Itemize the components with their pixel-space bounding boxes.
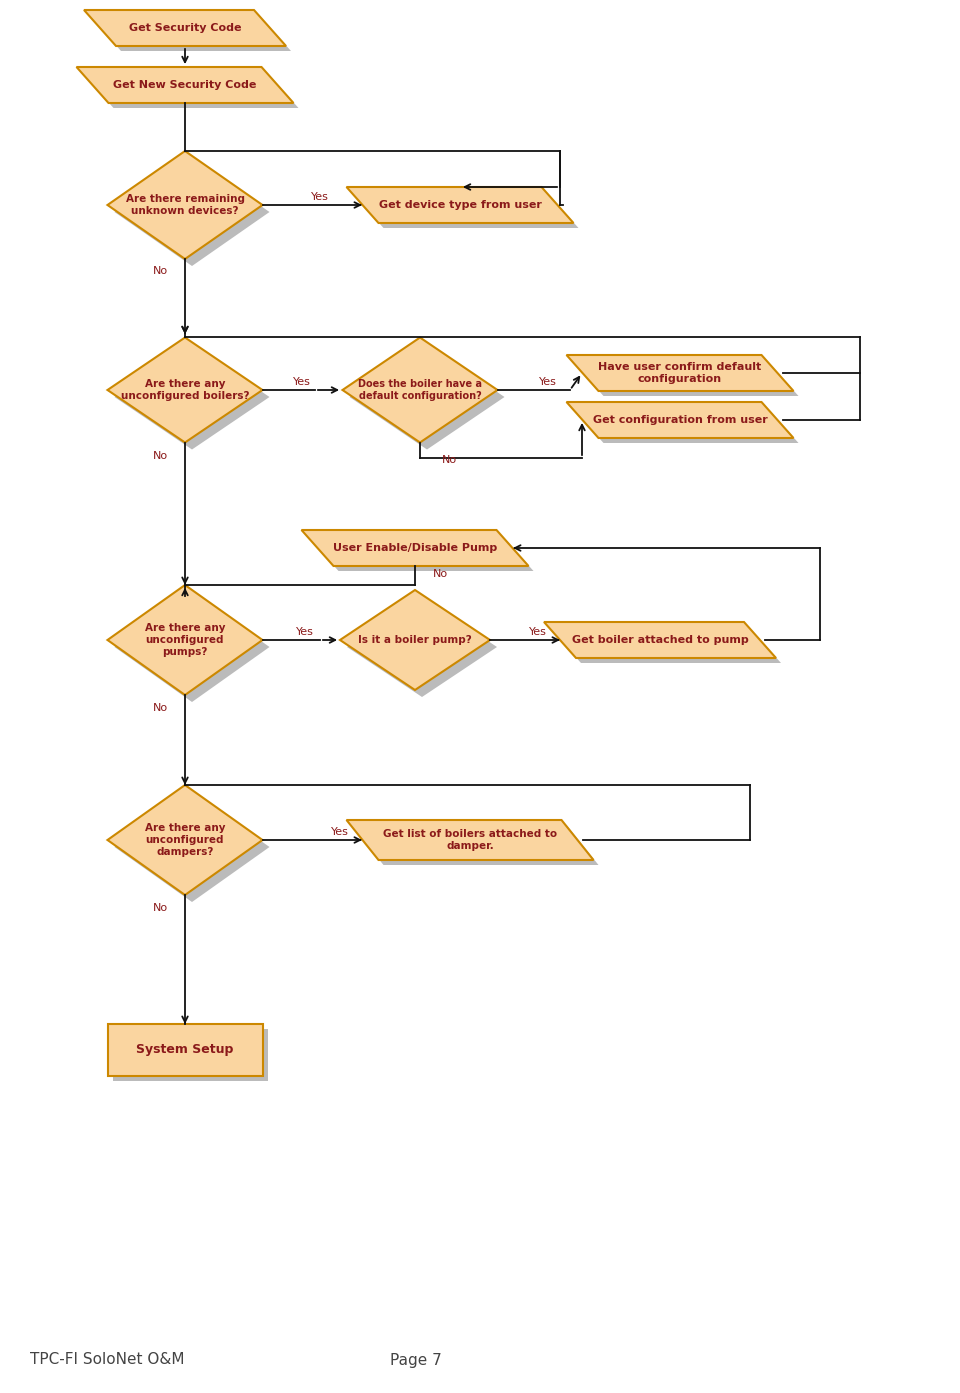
- Text: Get Security Code: Get Security Code: [129, 24, 241, 33]
- Text: No: No: [153, 451, 168, 461]
- Text: Yes: Yes: [540, 378, 557, 387]
- Polygon shape: [351, 192, 579, 228]
- Text: Is it a boiler pump?: Is it a boiler pump?: [358, 635, 472, 645]
- Text: Page 7: Page 7: [390, 1353, 442, 1368]
- Polygon shape: [77, 67, 294, 103]
- Polygon shape: [306, 535, 534, 571]
- Polygon shape: [347, 187, 573, 223]
- Polygon shape: [349, 344, 505, 450]
- Polygon shape: [108, 585, 262, 695]
- Polygon shape: [340, 591, 490, 690]
- Polygon shape: [82, 72, 299, 109]
- Polygon shape: [571, 359, 799, 396]
- Polygon shape: [549, 627, 781, 663]
- Text: Yes: Yes: [293, 378, 311, 387]
- Polygon shape: [343, 337, 497, 443]
- Polygon shape: [108, 337, 262, 443]
- Text: Get list of boilers attached to
damper.: Get list of boilers attached to damper.: [383, 829, 557, 851]
- Polygon shape: [347, 598, 497, 696]
- Text: Yes: Yes: [311, 192, 329, 202]
- Polygon shape: [108, 150, 262, 259]
- Text: Get configuration from user: Get configuration from user: [592, 415, 767, 425]
- Text: Are there any
unconfigured
pumps?: Are there any unconfigured pumps?: [145, 624, 226, 656]
- Polygon shape: [114, 344, 270, 450]
- Text: Get boiler attached to pump: Get boiler attached to pump: [571, 635, 749, 645]
- Text: No: No: [442, 456, 457, 465]
- Text: Yes: Yes: [331, 827, 348, 837]
- Text: System Setup: System Setup: [136, 1043, 233, 1056]
- FancyBboxPatch shape: [108, 1024, 262, 1075]
- Text: Are there any
unconfigured
dampers?: Are there any unconfigured dampers?: [145, 823, 226, 857]
- Text: Does the boiler have a
default configuration?: Does the boiler have a default configura…: [358, 379, 482, 401]
- Text: Yes: Yes: [529, 627, 547, 637]
- Polygon shape: [114, 592, 270, 702]
- Polygon shape: [301, 529, 529, 566]
- Polygon shape: [114, 157, 270, 266]
- Polygon shape: [114, 793, 270, 903]
- Text: No: No: [433, 568, 448, 579]
- Text: No: No: [153, 903, 168, 912]
- FancyBboxPatch shape: [112, 1029, 268, 1081]
- Text: User Enable/Disable Pump: User Enable/Disable Pump: [333, 543, 497, 553]
- Text: No: No: [153, 703, 168, 713]
- Polygon shape: [566, 355, 794, 391]
- Text: Yes: Yes: [296, 627, 314, 637]
- Polygon shape: [351, 825, 598, 865]
- Polygon shape: [108, 786, 262, 894]
- Text: No: No: [153, 266, 168, 276]
- Text: Are there any
unconfigured boilers?: Are there any unconfigured boilers?: [121, 379, 250, 401]
- Polygon shape: [84, 10, 286, 46]
- Text: Are there remaining
unknown devices?: Are there remaining unknown devices?: [126, 194, 245, 216]
- Polygon shape: [89, 15, 291, 52]
- Text: Get New Security Code: Get New Security Code: [113, 79, 256, 91]
- Text: Get device type from user: Get device type from user: [378, 201, 541, 210]
- Polygon shape: [566, 403, 794, 437]
- Polygon shape: [347, 820, 593, 859]
- Text: TPC-FI SoloNet O&M: TPC-FI SoloNet O&M: [30, 1353, 184, 1368]
- Polygon shape: [544, 623, 776, 657]
- Text: Have user confirm default
configuration: Have user confirm default configuration: [598, 362, 761, 384]
- Polygon shape: [571, 407, 799, 443]
